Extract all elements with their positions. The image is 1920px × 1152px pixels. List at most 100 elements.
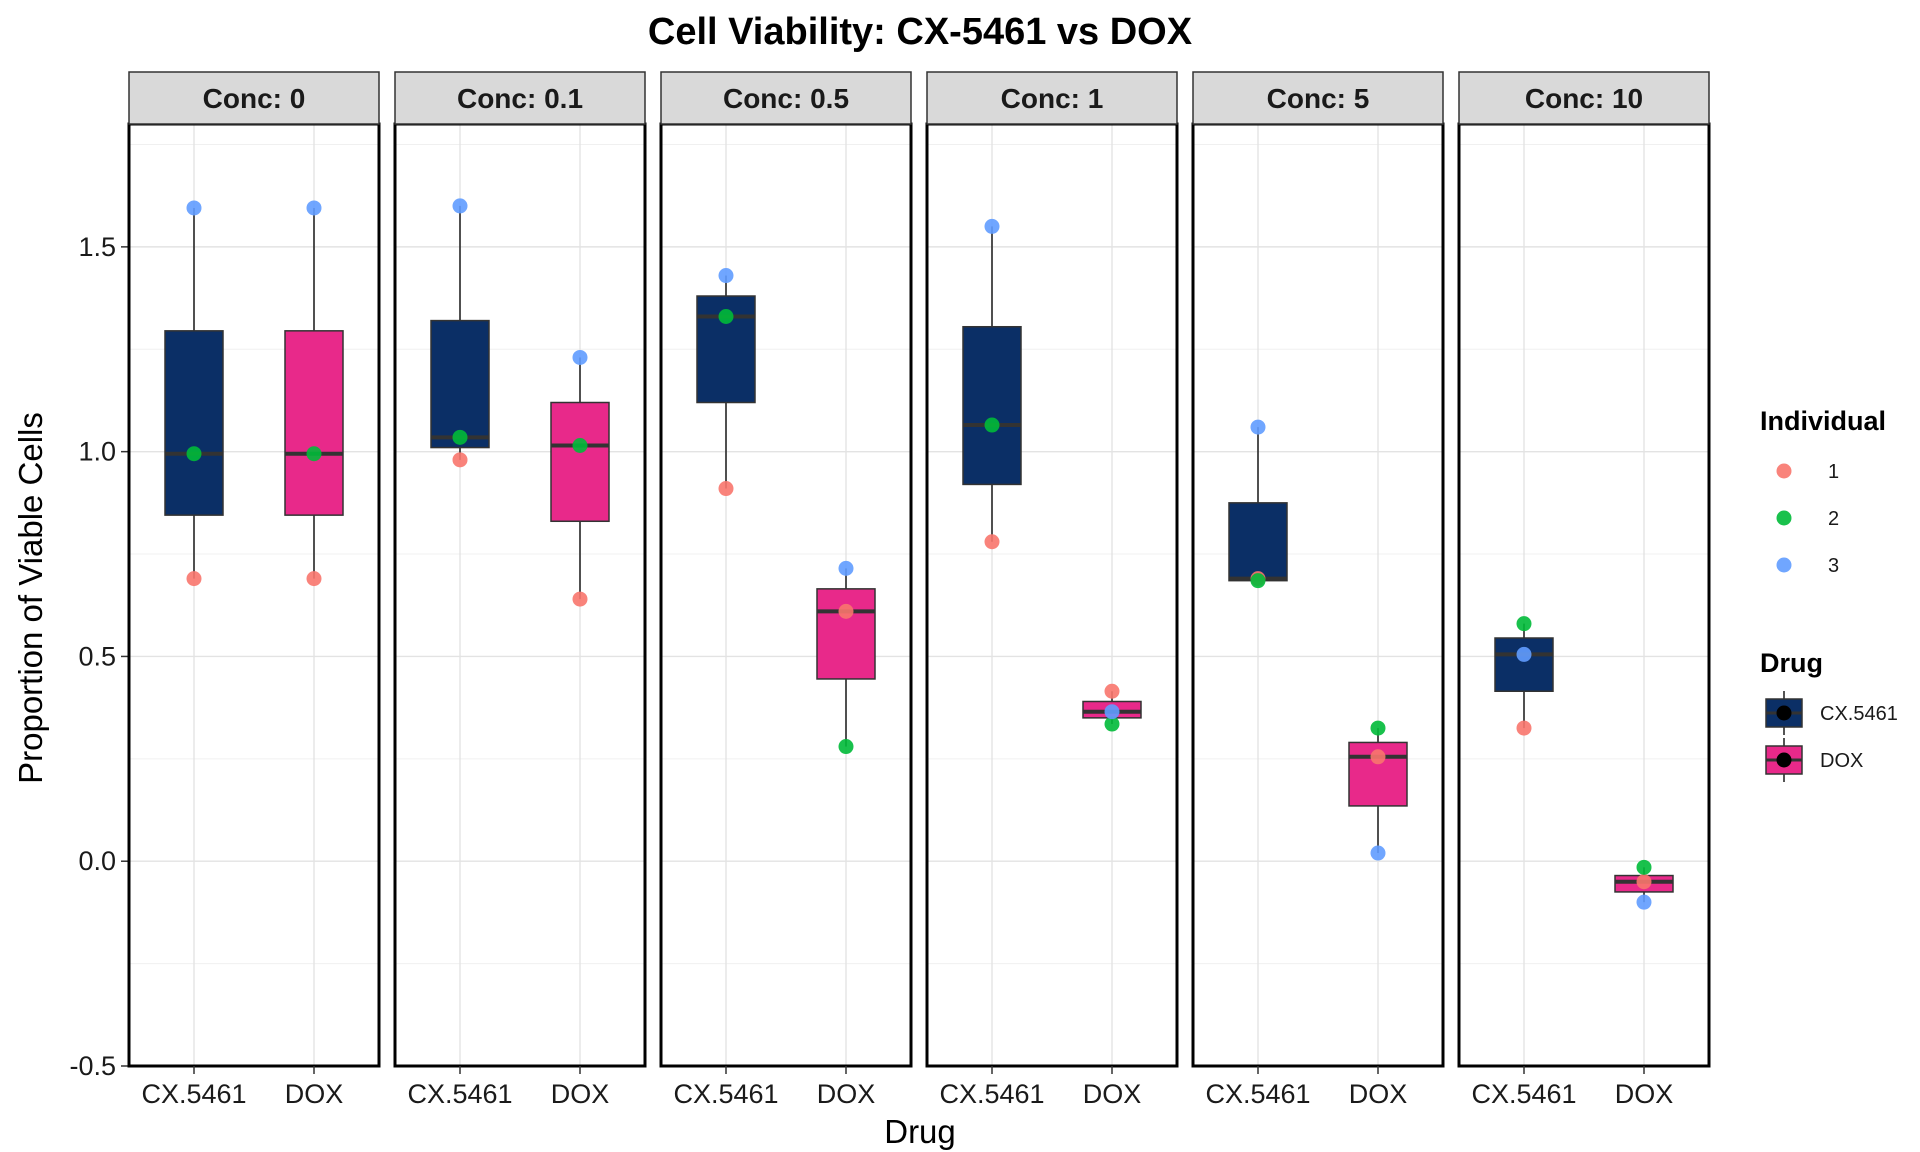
box-cx5461 <box>962 218 1022 550</box>
facet-strip-label: Conc: 1 <box>1001 83 1104 114</box>
box-iqr <box>164 330 224 516</box>
box-iqr <box>284 330 344 516</box>
box-iqr <box>430 319 490 449</box>
legend-title-individual: Individual <box>1760 406 1886 436</box>
box-iqr <box>1228 502 1288 582</box>
panel-background <box>1193 124 1443 1066</box>
data-point-individual-3 <box>1370 845 1386 861</box>
facet-panel: Conc: 5 CX.5461 DOX <box>1191 71 1445 1109</box>
data-point-individual-3 <box>1104 704 1120 720</box>
facet-strip <box>1458 71 1710 125</box>
legend-key-point <box>1776 752 1792 768</box>
box-dox <box>1614 859 1674 910</box>
data-point-individual-2 <box>984 417 1000 433</box>
legend-label-individual: 1 <box>1828 461 1839 483</box>
box-dox <box>550 349 610 607</box>
data-point-individual-1 <box>306 571 322 587</box>
data-point-individual-3 <box>306 200 322 216</box>
legend: Individual 1 2 3 Drug CX.5461 DOX <box>1760 406 1898 782</box>
facet-panel: Conc: 1 CX.5461 DOX <box>925 71 1179 1109</box>
x-tick-label: CX.5461 <box>673 1079 778 1109</box>
x-axis-title: Drug <box>884 1113 956 1150</box>
data-point-individual-2 <box>1636 859 1652 875</box>
data-point-individual-1 <box>1636 874 1652 890</box>
data-point-individual-1 <box>1370 749 1386 765</box>
y-tick-label: 0.5 <box>78 641 116 671</box>
data-point-individual-3 <box>452 198 468 214</box>
data-point-individual-2 <box>1370 720 1386 736</box>
data-point-individual-3 <box>984 218 1000 234</box>
legend-label-individual: 2 <box>1828 508 1839 530</box>
facet-panel: Conc: 0.5 CX.5461 DOX <box>659 71 913 1109</box>
facet-strip-label: Conc: 0 <box>203 83 306 114</box>
box-cx5461 <box>696 268 756 497</box>
data-point-individual-2 <box>452 429 468 445</box>
data-point-individual-2 <box>1516 616 1532 632</box>
legend-key-individual <box>1776 463 1792 479</box>
box-cx5461 <box>1494 616 1554 736</box>
box-dox <box>816 560 876 755</box>
facet-strip-label: Conc: 0.5 <box>723 83 849 114</box>
legend-key-drug <box>1765 738 1803 782</box>
facet-panel: Conc: 10 CX.5461 DOX <box>1457 71 1711 1109</box>
panel-background <box>129 124 379 1066</box>
chart-title: Cell Viability: CX-5461 vs DOX <box>648 11 1193 53</box>
box-iqr <box>550 401 610 523</box>
y-tick-label: 0.0 <box>78 846 116 876</box>
box-iqr <box>962 325 1022 486</box>
facet-strip <box>394 71 646 125</box>
panel-background <box>1459 124 1709 1066</box>
box-dox <box>284 200 344 587</box>
legend-title-drug: Drug <box>1760 648 1823 678</box>
data-point-individual-2 <box>306 446 322 462</box>
data-point-individual-3 <box>838 560 854 576</box>
legend-key-point <box>1776 705 1792 721</box>
data-point-individual-3 <box>572 349 588 365</box>
data-point-individual-3 <box>186 200 202 216</box>
data-point-individual-3 <box>1516 646 1532 662</box>
box-iqr <box>1494 637 1554 692</box>
x-tick-label: DOX <box>1349 1079 1408 1109</box>
legend-label-individual: 3 <box>1828 555 1839 577</box>
y-axis: -0.5 0.0 0.5 1.0 1.5 <box>69 232 129 1081</box>
data-point-individual-2 <box>186 446 202 462</box>
facet-strip <box>660 71 912 125</box>
box-cx5461 <box>430 198 490 468</box>
x-tick-label: CX.5461 <box>1471 1079 1576 1109</box>
facet-strip <box>128 71 380 125</box>
y-tick-label: -0.5 <box>69 1051 116 1081</box>
data-point-individual-1 <box>838 603 854 619</box>
facet-strip-label: Conc: 10 <box>1525 83 1643 114</box>
box-iqr <box>816 588 876 680</box>
data-point-individual-1 <box>452 452 468 468</box>
facet-panels: Conc: 0 CX.5461 DOX Conc: 0.1CX.5461 DOX Conc… <box>127 71 1711 1109</box>
legend-key-individual <box>1776 510 1792 526</box>
facet-strip <box>1192 71 1444 125</box>
panel-background <box>927 124 1177 1066</box>
data-point-individual-1 <box>984 534 1000 550</box>
x-tick-label: CX.5461 <box>407 1079 512 1109</box>
data-point-individual-2 <box>838 739 854 755</box>
legend-key-drug <box>1765 691 1803 735</box>
data-point-individual-2 <box>572 438 588 454</box>
x-tick-label: CX.5461 <box>939 1079 1044 1109</box>
data-point-individual-3 <box>1250 419 1266 435</box>
data-point-individual-3 <box>718 268 734 284</box>
x-tick-label: DOX <box>285 1079 344 1109</box>
legend-label-drug: CX.5461 <box>1820 703 1898 725</box>
data-point-individual-1 <box>1516 720 1532 736</box>
data-point-individual-1 <box>572 591 588 607</box>
y-tick-label: 1.0 <box>78 437 116 467</box>
x-tick-label: DOX <box>1083 1079 1142 1109</box>
panel-background <box>395 124 645 1066</box>
data-point-individual-2 <box>1104 716 1120 732</box>
data-point-individual-3 <box>1636 894 1652 910</box>
x-tick-label: DOX <box>1615 1079 1674 1109</box>
x-tick-label: CX.5461 <box>1205 1079 1310 1109</box>
facet-panel: Conc: 0.1 CX.5461 DOX <box>393 71 647 1109</box>
y-axis-title: Proportion of Viable Cells <box>12 412 49 784</box>
data-point-individual-1 <box>1104 683 1120 699</box>
legend-key-individual <box>1776 557 1792 573</box>
box-cx5461 <box>164 200 224 587</box>
